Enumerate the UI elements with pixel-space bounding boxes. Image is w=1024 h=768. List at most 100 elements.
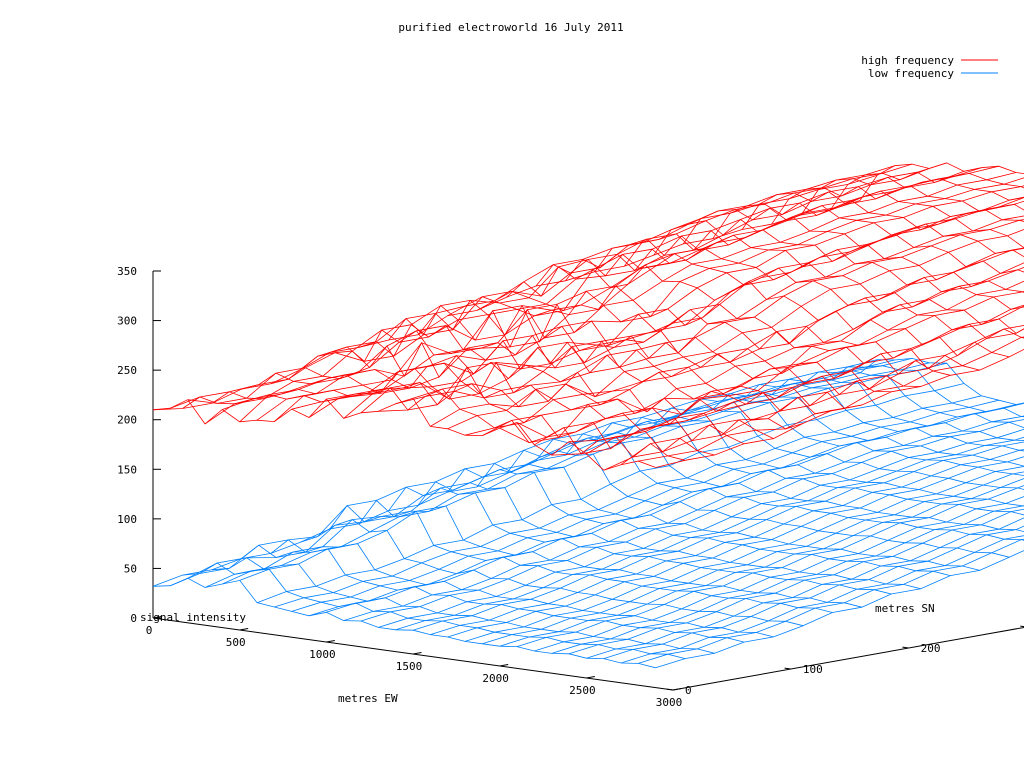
- mesh-line-x: [565, 247, 1024, 334]
- mesh-line-x: [152, 577, 656, 669]
- mesh-line-y: [291, 165, 999, 410]
- mesh-line-x: [329, 504, 833, 613]
- mesh-line-x: [241, 544, 745, 643]
- mesh-line-x: [358, 499, 862, 608]
- mesh-line-y: [482, 247, 1024, 436]
- x-tick-label: 3000: [656, 696, 683, 709]
- x-tick-label: 2000: [482, 672, 509, 685]
- mesh-line-y: [222, 168, 930, 410]
- mesh-line-x: [447, 468, 951, 576]
- mesh-line-x: [241, 366, 745, 445]
- mesh-line-x: [712, 392, 1024, 467]
- mesh-line-y: [534, 496, 1024, 652]
- mesh-line-x: [623, 229, 1024, 294]
- mesh-line-x: [653, 216, 1024, 274]
- mesh-line-y: [430, 449, 1024, 635]
- mesh-line-y: [291, 399, 999, 612]
- mesh-line-y: [326, 402, 1024, 613]
- x-tick-mark: [672, 687, 682, 691]
- y-tick-mark: [1020, 625, 1024, 628]
- mesh-line-y: [638, 538, 1024, 664]
- mesh-line-x: [182, 562, 686, 659]
- mesh-line-y: [239, 362, 947, 581]
- mesh-line-x: [682, 205, 1024, 258]
- mesh-line-y: [412, 441, 1024, 631]
- mesh-line-y: [655, 550, 1024, 669]
- mesh-line-y: [395, 200, 1024, 405]
- mesh-line-y: [187, 165, 895, 404]
- mesh-line-y: [152, 372, 861, 587]
- mesh-line-y: [343, 415, 1024, 621]
- mesh-line-y: [534, 280, 1024, 446]
- mesh-line-y: [274, 395, 982, 608]
- mesh-line-y: [152, 200, 861, 411]
- mesh-line-y: [430, 219, 1024, 427]
- mesh-line-y: [343, 185, 1024, 419]
- mesh-line-x: [506, 449, 1010, 558]
- mesh-line-x: [771, 185, 1024, 225]
- mesh-line-y: [586, 305, 1024, 455]
- mesh-line-x: [741, 190, 1024, 230]
- x-tick-label: 2500: [569, 684, 596, 697]
- mesh-line-x: [594, 234, 1024, 310]
- mesh-line-y: [568, 508, 1024, 655]
- mesh-line-y: [187, 359, 895, 579]
- mesh-line-x: [300, 519, 804, 627]
- mesh-line-x: [300, 341, 804, 430]
- z-tick-label: 150: [117, 463, 137, 476]
- mesh-line-x: [388, 304, 892, 396]
- x-tick-label: 1500: [396, 660, 423, 673]
- z-tick-label: 0: [130, 612, 137, 625]
- x-tick-label: 500: [226, 636, 246, 649]
- y-tick-mark: [666, 688, 674, 691]
- legend: high frequency low frequency: [861, 54, 998, 80]
- mesh-line-y: [499, 262, 1024, 444]
- z-axis-label: signal intensity: [140, 611, 246, 624]
- x-tick-mark: [586, 675, 595, 679]
- mesh-line-y: [360, 419, 1024, 622]
- mesh-line-y: [256, 170, 965, 421]
- mesh-line-x: [653, 406, 1024, 490]
- mesh-line-y: [274, 167, 982, 422]
- mesh-line-y: [638, 336, 1024, 462]
- x-tick-mark: [239, 627, 249, 631]
- mesh-line-y: [326, 177, 1024, 400]
- mesh-line-x: [624, 415, 1024, 507]
- z-tick-label: 300: [117, 315, 137, 328]
- mesh-line-y: [378, 428, 1024, 628]
- mesh-line-y: [516, 485, 1024, 647]
- mesh-line-y: [170, 174, 878, 409]
- mesh-line-x: [270, 361, 774, 439]
- y-tick-label: 200: [921, 642, 941, 655]
- y-tick-label: 100: [803, 663, 823, 676]
- mesh-line-x: [771, 377, 1024, 441]
- x-tick-mark: [412, 651, 422, 655]
- y-axis-label: metres SN: [875, 602, 935, 615]
- mesh-line-y: [447, 229, 1024, 430]
- mesh-line-x: [741, 382, 1024, 452]
- mesh-line-y: [239, 162, 947, 423]
- mesh-line-y: [256, 383, 965, 604]
- mesh-line-x: [683, 397, 1024, 476]
- mesh-line-y: [308, 172, 1017, 418]
- mesh-line-x: [417, 481, 921, 590]
- mesh-line-y: [222, 362, 930, 585]
- mesh-line-y: [499, 478, 1024, 647]
- x-tick-label: 1000: [309, 648, 336, 661]
- mesh-line-y: [620, 325, 1024, 466]
- mesh-line-y: [204, 358, 913, 588]
- y-tick-mark: [784, 667, 791, 670]
- mesh-line-y: [204, 163, 913, 425]
- mesh-line-y: [551, 290, 1024, 456]
- mesh-line-y: [308, 404, 1017, 617]
- z-tick-label: 100: [117, 513, 137, 526]
- mesh-line-y: [620, 535, 1024, 664]
- mesh-line-y: [464, 466, 1024, 642]
- x-tick-mark: [326, 639, 335, 643]
- mesh-line-x: [152, 397, 656, 471]
- mesh-line-y: [516, 267, 1024, 438]
- mesh-line-y: [395, 436, 1024, 631]
- mesh-line-y: [378, 197, 1024, 412]
- mesh-line-y: [551, 505, 1024, 654]
